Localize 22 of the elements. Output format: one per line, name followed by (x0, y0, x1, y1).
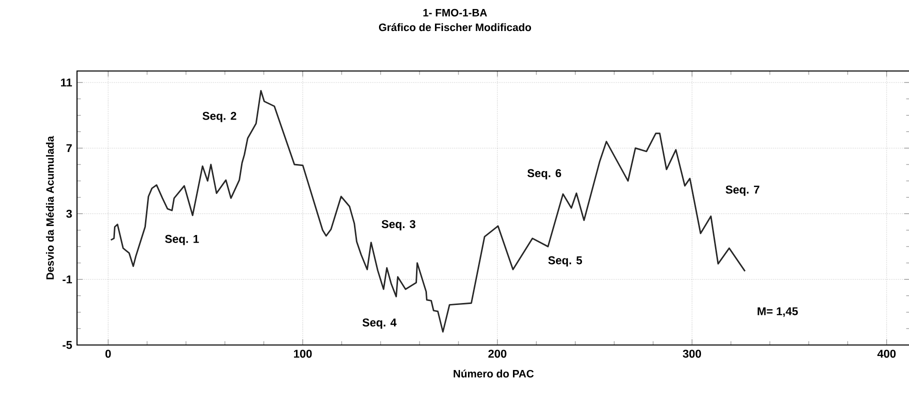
annotation: Seq. 5 (548, 256, 582, 267)
x-tick-label: 300 (682, 350, 702, 358)
x-tick-label: 400 (877, 350, 896, 358)
x-tick-label: 100 (294, 350, 312, 358)
annotation: M= 1,45 (758, 307, 798, 317)
annotation: Seq. 2 (202, 112, 236, 122)
y-axis-title: Desvio da Média Acumulada (46, 136, 54, 280)
annotation: Seq. 1 (165, 234, 199, 246)
annotation: Seq. 3 (382, 220, 416, 230)
y-tick-label: 11 (61, 78, 72, 86)
annotation: Seq. 6 (527, 169, 562, 180)
y-tick-label: 7 (66, 144, 72, 152)
chart-title: 1- FMO-1-BA (423, 8, 488, 16)
x-tick-label: 0 (105, 350, 111, 358)
y-tick-label: -5 (62, 341, 72, 349)
annotation: Seq. 7 (726, 186, 760, 196)
x-tick-label: 200 (488, 350, 506, 358)
chart-subtitle: Gráfico de Fischer Modificado (378, 23, 532, 32)
y-tick-label: 3 (66, 210, 72, 218)
annotation: Seq. 4 (362, 318, 397, 329)
y-tick-label: -1 (62, 275, 72, 284)
x-axis-title: Número do PAC (454, 370, 534, 378)
